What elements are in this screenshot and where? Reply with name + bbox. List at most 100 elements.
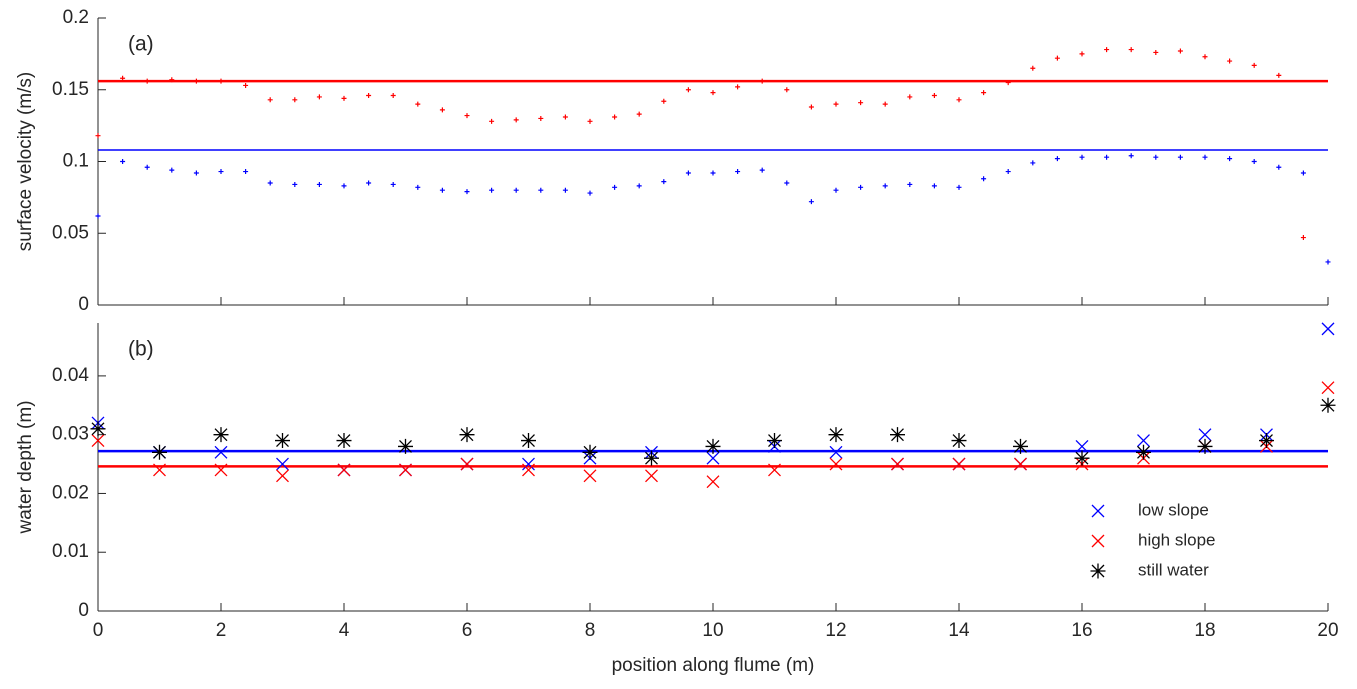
marker (981, 176, 987, 182)
y-tick-label: 0.02 (52, 482, 89, 503)
marker (931, 183, 937, 189)
marker (759, 167, 765, 173)
marker (644, 450, 659, 466)
marker (956, 97, 962, 103)
marker (1320, 397, 1336, 413)
marker (1202, 54, 1208, 60)
y-tick-label: 0.03 (52, 424, 89, 445)
marker (213, 427, 229, 443)
marker (890, 427, 905, 443)
marker (891, 457, 904, 471)
marker (981, 90, 987, 96)
marker (1079, 154, 1085, 160)
marker (582, 444, 598, 460)
marker (1136, 444, 1151, 460)
marker (858, 184, 864, 190)
marker (1251, 159, 1257, 164)
marker (1325, 259, 1331, 265)
y-tick-label: 0.05 (52, 222, 89, 243)
marker (1321, 381, 1335, 395)
x-tick-label: 8 (585, 620, 596, 641)
marker (169, 77, 175, 83)
marker (956, 184, 962, 190)
marker (1177, 48, 1183, 54)
marker (489, 118, 495, 124)
legend-label: still water (1138, 560, 1209, 579)
marker (267, 97, 273, 103)
marker (522, 463, 535, 477)
marker (336, 433, 352, 449)
x-tick-label: 20 (1317, 620, 1338, 641)
marker (1276, 72, 1282, 78)
marker (399, 463, 412, 477)
marker (808, 199, 814, 205)
marker (833, 187, 839, 193)
marker (685, 170, 691, 176)
marker (1197, 438, 1213, 454)
marker (952, 457, 966, 471)
marker (1251, 62, 1257, 68)
marker (243, 82, 249, 88)
marker (1227, 156, 1233, 162)
y-axis-label: water depth (m) (15, 400, 36, 534)
x-tick-label: 16 (1071, 620, 1092, 641)
marker (829, 457, 843, 471)
marker (562, 114, 568, 120)
marker (1300, 235, 1306, 241)
marker (1014, 457, 1027, 471)
y-tick-label: 0.15 (52, 79, 89, 100)
marker (706, 451, 720, 465)
marker (398, 438, 413, 454)
marker (144, 78, 150, 84)
marker (1128, 153, 1134, 159)
marker (583, 469, 597, 483)
marker (337, 463, 351, 477)
marker (1091, 504, 1105, 518)
marker (292, 97, 298, 103)
marker (120, 159, 126, 164)
marker (882, 101, 888, 107)
marker (267, 180, 273, 186)
marker (521, 433, 536, 449)
marker (907, 94, 913, 100)
marker (710, 170, 716, 176)
marker (1079, 51, 1085, 57)
x-tick-label: 14 (948, 620, 970, 641)
legend-label: low slope (1138, 500, 1209, 519)
marker (829, 445, 843, 459)
marker (1091, 534, 1105, 548)
y-tick-label: 0.04 (52, 365, 89, 386)
marker (612, 184, 618, 190)
marker (439, 187, 445, 193)
marker (90, 421, 106, 437)
y-tick-label: 0.1 (63, 151, 89, 172)
marker (661, 98, 667, 104)
x-tick-label: 0 (93, 620, 104, 641)
x-tick-label: 2 (216, 620, 227, 641)
marker (390, 92, 396, 98)
x-tick-label: 4 (339, 620, 350, 641)
x-tick-label: 6 (462, 620, 473, 641)
marker (439, 107, 445, 113)
marker (612, 114, 618, 120)
marker (390, 181, 396, 187)
marker (759, 78, 765, 84)
marker (218, 78, 224, 84)
marker (464, 189, 470, 195)
marker (522, 457, 535, 471)
marker (366, 180, 372, 186)
y-tick-label: 0 (78, 600, 89, 621)
marker (1202, 154, 1208, 160)
marker (153, 463, 166, 477)
marker (1030, 160, 1036, 166)
marker (316, 94, 322, 100)
marker (1137, 434, 1150, 448)
marker (1104, 47, 1110, 53)
marker (1054, 55, 1060, 61)
marker (951, 433, 967, 449)
marker (193, 78, 199, 84)
marker (415, 184, 421, 190)
x-axis-label: position along flume (m) (612, 655, 815, 676)
marker (91, 434, 105, 448)
